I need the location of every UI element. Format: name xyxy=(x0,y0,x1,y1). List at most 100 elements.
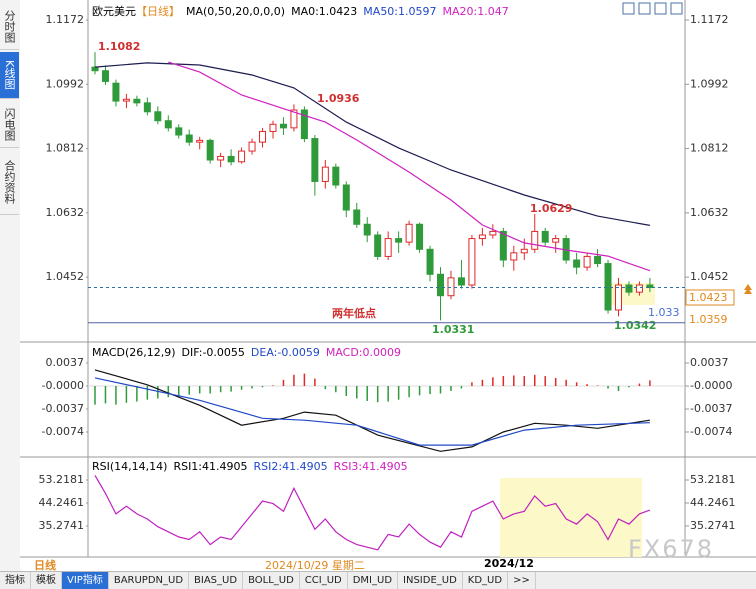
bottom-tab[interactable]: VIP指标 xyxy=(62,572,109,589)
toolbar xyxy=(622,2,683,15)
legend-entry: RSI1:41.4905 xyxy=(173,460,248,473)
indicator: RSI(14,14,14) xyxy=(92,460,168,473)
candle-body xyxy=(196,139,204,143)
candle-body xyxy=(583,255,591,268)
candle-body xyxy=(510,252,518,261)
bottom-tab[interactable]: CCI_UD xyxy=(300,572,348,589)
bottom-tab[interactable]: KD_UD xyxy=(463,572,509,589)
y-tick-label: -0.0074 xyxy=(690,425,732,438)
side-tab[interactable]: 闪电图 xyxy=(0,101,19,148)
y-tick-label: 1.0452 xyxy=(690,270,729,283)
y-tick-label: 1.0812 xyxy=(690,142,729,155)
bottom-tab[interactable]: BARUPDN_UD xyxy=(109,572,190,589)
candle-body xyxy=(342,184,350,211)
tool-icon[interactable] xyxy=(622,2,635,15)
bottom-tab[interactable]: BOLL_UD xyxy=(243,572,300,589)
candle-body xyxy=(175,127,183,136)
candle-body xyxy=(321,166,329,182)
line xyxy=(94,62,651,226)
arrow-icon xyxy=(744,284,752,294)
candle-body xyxy=(133,98,141,104)
legend-entry: MA50:1.0597 xyxy=(363,5,437,18)
y-tick-label: 1.0452 xyxy=(46,270,85,283)
candle-body xyxy=(269,123,277,132)
candle-body xyxy=(625,284,633,293)
y-tick-label: 1.0632 xyxy=(46,206,85,219)
side-tab[interactable]: K线图 xyxy=(0,52,19,99)
legend-entry: RSI3:41.4905 xyxy=(333,460,408,473)
candle-body xyxy=(531,230,539,250)
y-tick-label: -0.0074 xyxy=(42,425,84,438)
tool-icon[interactable] xyxy=(654,2,667,15)
legend-entry: DIF:-0.0055 xyxy=(181,346,245,359)
candle-body xyxy=(405,223,413,243)
bottom-tab[interactable]: 指标 xyxy=(0,572,31,589)
candle-body xyxy=(426,248,434,275)
legend-entry: DEA:-0.0059 xyxy=(250,346,320,359)
month-label: 2024/12 xyxy=(484,557,534,570)
candle-body xyxy=(594,255,602,265)
y-tick-label: 1.1172 xyxy=(46,13,85,26)
candle-body xyxy=(437,273,445,297)
candle-body xyxy=(122,98,130,102)
candle-body xyxy=(520,248,528,254)
symbol: 欧元美元 xyxy=(92,5,136,18)
y-tick-label: 35.2741 xyxy=(39,519,85,532)
y-tick-label: 1.0812 xyxy=(46,142,85,155)
line xyxy=(94,475,651,551)
indicator: MACD(26,12,9) xyxy=(92,346,176,359)
candle-body xyxy=(154,111,162,122)
annotation: 1.0331 xyxy=(432,323,474,336)
highlight xyxy=(500,478,642,557)
candle-body xyxy=(457,277,465,286)
bottom-tab[interactable]: INSIDE_UD xyxy=(398,572,463,589)
indicator: MA(0,50,20,0,0,0) xyxy=(186,5,286,18)
candle-body xyxy=(499,230,507,261)
candle-body xyxy=(164,120,172,129)
side-tab[interactable]: 合约资料 xyxy=(0,150,19,215)
price-box xyxy=(685,289,735,306)
annotation: 1.0629 xyxy=(530,202,572,215)
candle-body xyxy=(185,134,193,143)
candle-body xyxy=(353,209,361,225)
annotation: 1.0342 xyxy=(614,319,656,332)
tool-icon[interactable] xyxy=(638,2,651,15)
candle-body xyxy=(91,66,99,72)
period-tag: 【日线】 xyxy=(136,5,180,18)
y-tick-label: 0.0037 xyxy=(690,356,729,369)
tool-icon[interactable] xyxy=(670,2,683,15)
y-tick-label: 53.2181 xyxy=(690,473,736,486)
y-tick-label: -0.0000 xyxy=(690,379,732,392)
candle-body xyxy=(615,284,622,311)
annotation: 两年低点 xyxy=(332,306,376,320)
y-tick-label: -0.0037 xyxy=(690,402,732,415)
period[interactable]: 日线 xyxy=(34,559,56,572)
candle-body xyxy=(101,70,109,82)
candle-body xyxy=(635,284,643,293)
candle-body xyxy=(143,102,151,113)
legend-entry: MACD:0.0009 xyxy=(325,346,401,359)
legend-entry: MA0:1.0423 xyxy=(291,5,358,18)
candle-body xyxy=(248,141,256,152)
y-tick-label: 44.2461 xyxy=(690,496,736,509)
date-cursor: 2024/10/29 星期二 xyxy=(265,559,365,572)
bottom-tab[interactable]: BIAS_UD xyxy=(189,572,244,589)
y-tick-label: -0.0037 xyxy=(42,402,84,415)
side-tab[interactable]: 分时图 xyxy=(0,3,19,50)
watermark: FX678 xyxy=(628,535,715,563)
candle-body xyxy=(300,109,308,140)
bottom-tab[interactable]: 模板 xyxy=(31,572,62,589)
candle-body xyxy=(259,130,267,143)
candle-body xyxy=(332,166,340,186)
candle-body xyxy=(604,263,612,311)
candle-body xyxy=(552,238,560,243)
legend-entry: RSI2:41.4905 xyxy=(253,460,328,473)
candle-body xyxy=(646,284,654,288)
bottom-tab[interactable]: >> xyxy=(508,572,536,589)
bottom-tab[interactable]: DMI_UD xyxy=(348,572,399,589)
candle-body xyxy=(206,139,214,161)
y-tick-label: 1.1172 xyxy=(690,13,729,26)
candle-body xyxy=(541,230,549,243)
